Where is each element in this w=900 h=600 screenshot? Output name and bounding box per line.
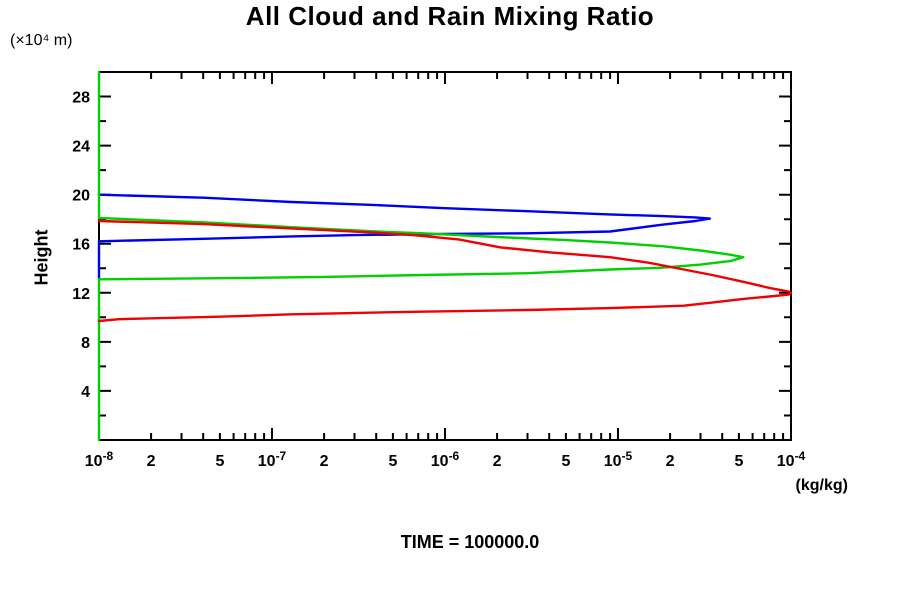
x-tick-label: 10-6 [431,449,460,470]
y-tick-label: 28 [72,90,90,107]
series-green-curve [97,70,745,442]
y-tick-label: 4 [81,384,90,401]
y-tick-label: 20 [72,188,90,205]
series-red-curve [97,219,793,323]
axis-ticks [98,72,792,440]
time-label: TIME = 100000.0 [400,532,540,552]
y-axis-unit-label: (×10⁴ m) [10,32,73,49]
y-tick-label: 24 [72,139,90,156]
x-tick-label: 10-5 [604,449,633,470]
chart-title: All Cloud and Rain Mixing Ratio [245,1,655,31]
x-tick-label: 5 [215,453,224,470]
series-blue-curve [97,193,712,280]
x-tick-label: 10-8 [85,449,114,470]
x-tick-label: 10-7 [258,449,287,470]
x-tick-label: 5 [388,453,397,470]
y-axis-tick-labels: 4 8 12 16 20 24 28 [72,90,90,401]
x-tick-label: 2 [493,453,502,470]
x-tick-label: 5 [561,453,570,470]
x-tick-label: 2 [666,453,675,470]
y-tick-label: 8 [81,335,90,352]
plot-border [98,71,792,441]
x-axis-unit-label: (kg/kg) [795,477,848,494]
x-tick-label: 2 [320,453,329,470]
x-tick-label: 10-4 [777,449,806,470]
x-tick-label: 2 [147,453,156,470]
y-tick-label: 16 [72,237,90,254]
x-axis-tick-labels: 10-8 2 5 10-7 2 5 10-6 2 5 10-5 2 5 10-4 [85,449,806,470]
y-tick-label: 12 [72,286,90,303]
x-tick-label: 5 [734,453,743,470]
